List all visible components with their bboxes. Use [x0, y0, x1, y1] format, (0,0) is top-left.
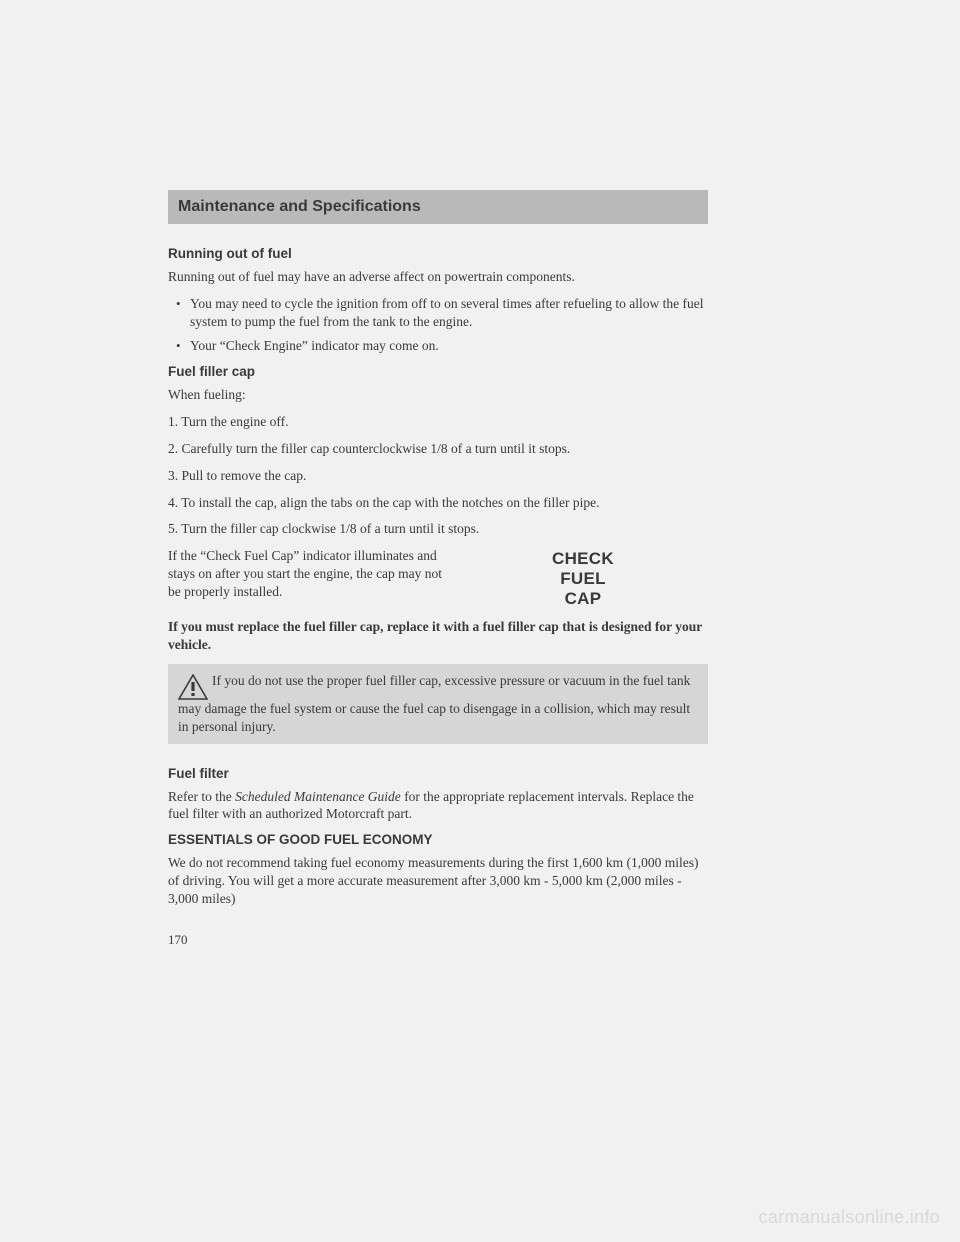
fuel-filter-text: Refer to the Scheduled Maintenance Guide… [168, 788, 708, 824]
warning-triangle-icon [178, 674, 208, 700]
running-out-bullets: You may need to cycle the ignition from … [168, 295, 708, 355]
indicator-row: If the “Check Fuel Cap” indicator illumi… [168, 547, 708, 609]
indicator-line-1: CHECK [458, 549, 708, 569]
warning-box: If you do not use the proper fuel filler… [168, 664, 708, 744]
indicator-text: If the “Check Fuel Cap” indicator illumi… [168, 547, 446, 600]
step-1: 1. Turn the engine off. [168, 413, 708, 431]
page-number: 170 [168, 932, 708, 948]
step-2: 2. Carefully turn the filler cap counter… [168, 440, 708, 458]
page-content: Maintenance and Specifications Running o… [168, 190, 708, 948]
bullet-item: Your “Check Engine” indicator may come o… [168, 337, 708, 355]
ff-italic: Scheduled Maintenance Guide [235, 789, 401, 804]
when-fueling: When fueling: [168, 386, 708, 404]
step-5: 5. Turn the filler cap clockwise 1/8 of … [168, 520, 708, 538]
indicator-line-2: FUEL [458, 569, 708, 589]
indicator-line-3: CAP [458, 589, 708, 609]
fuel-economy-text: We do not recommend taking fuel economy … [168, 854, 708, 907]
section-fuel-economy-title: ESSENTIALS OF GOOD FUEL ECONOMY [168, 832, 708, 847]
chapter-title: Maintenance and Specifications [178, 198, 421, 215]
chapter-header: Maintenance and Specifications [168, 190, 708, 224]
section-fuel-filter-title: Fuel filter [168, 766, 708, 781]
check-fuel-cap-icon: CHECK FUEL CAP [458, 547, 708, 609]
step-3: 3. Pull to remove the cap. [168, 467, 708, 485]
replace-cap-note: If you must replace the fuel filler cap,… [168, 618, 708, 654]
section-running-out-title: Running out of fuel [168, 246, 708, 261]
running-out-intro: Running out of fuel may have an adverse … [168, 268, 708, 286]
warning-text: If you do not use the proper fuel filler… [178, 673, 690, 734]
step-4: 4. To install the cap, align the tabs on… [168, 494, 708, 512]
watermark: carmanualsonline.info [759, 1207, 940, 1228]
bullet-item: You may need to cycle the ignition from … [168, 295, 708, 331]
section-filler-cap-title: Fuel filler cap [168, 364, 708, 379]
ff-pre: Refer to the [168, 789, 235, 804]
